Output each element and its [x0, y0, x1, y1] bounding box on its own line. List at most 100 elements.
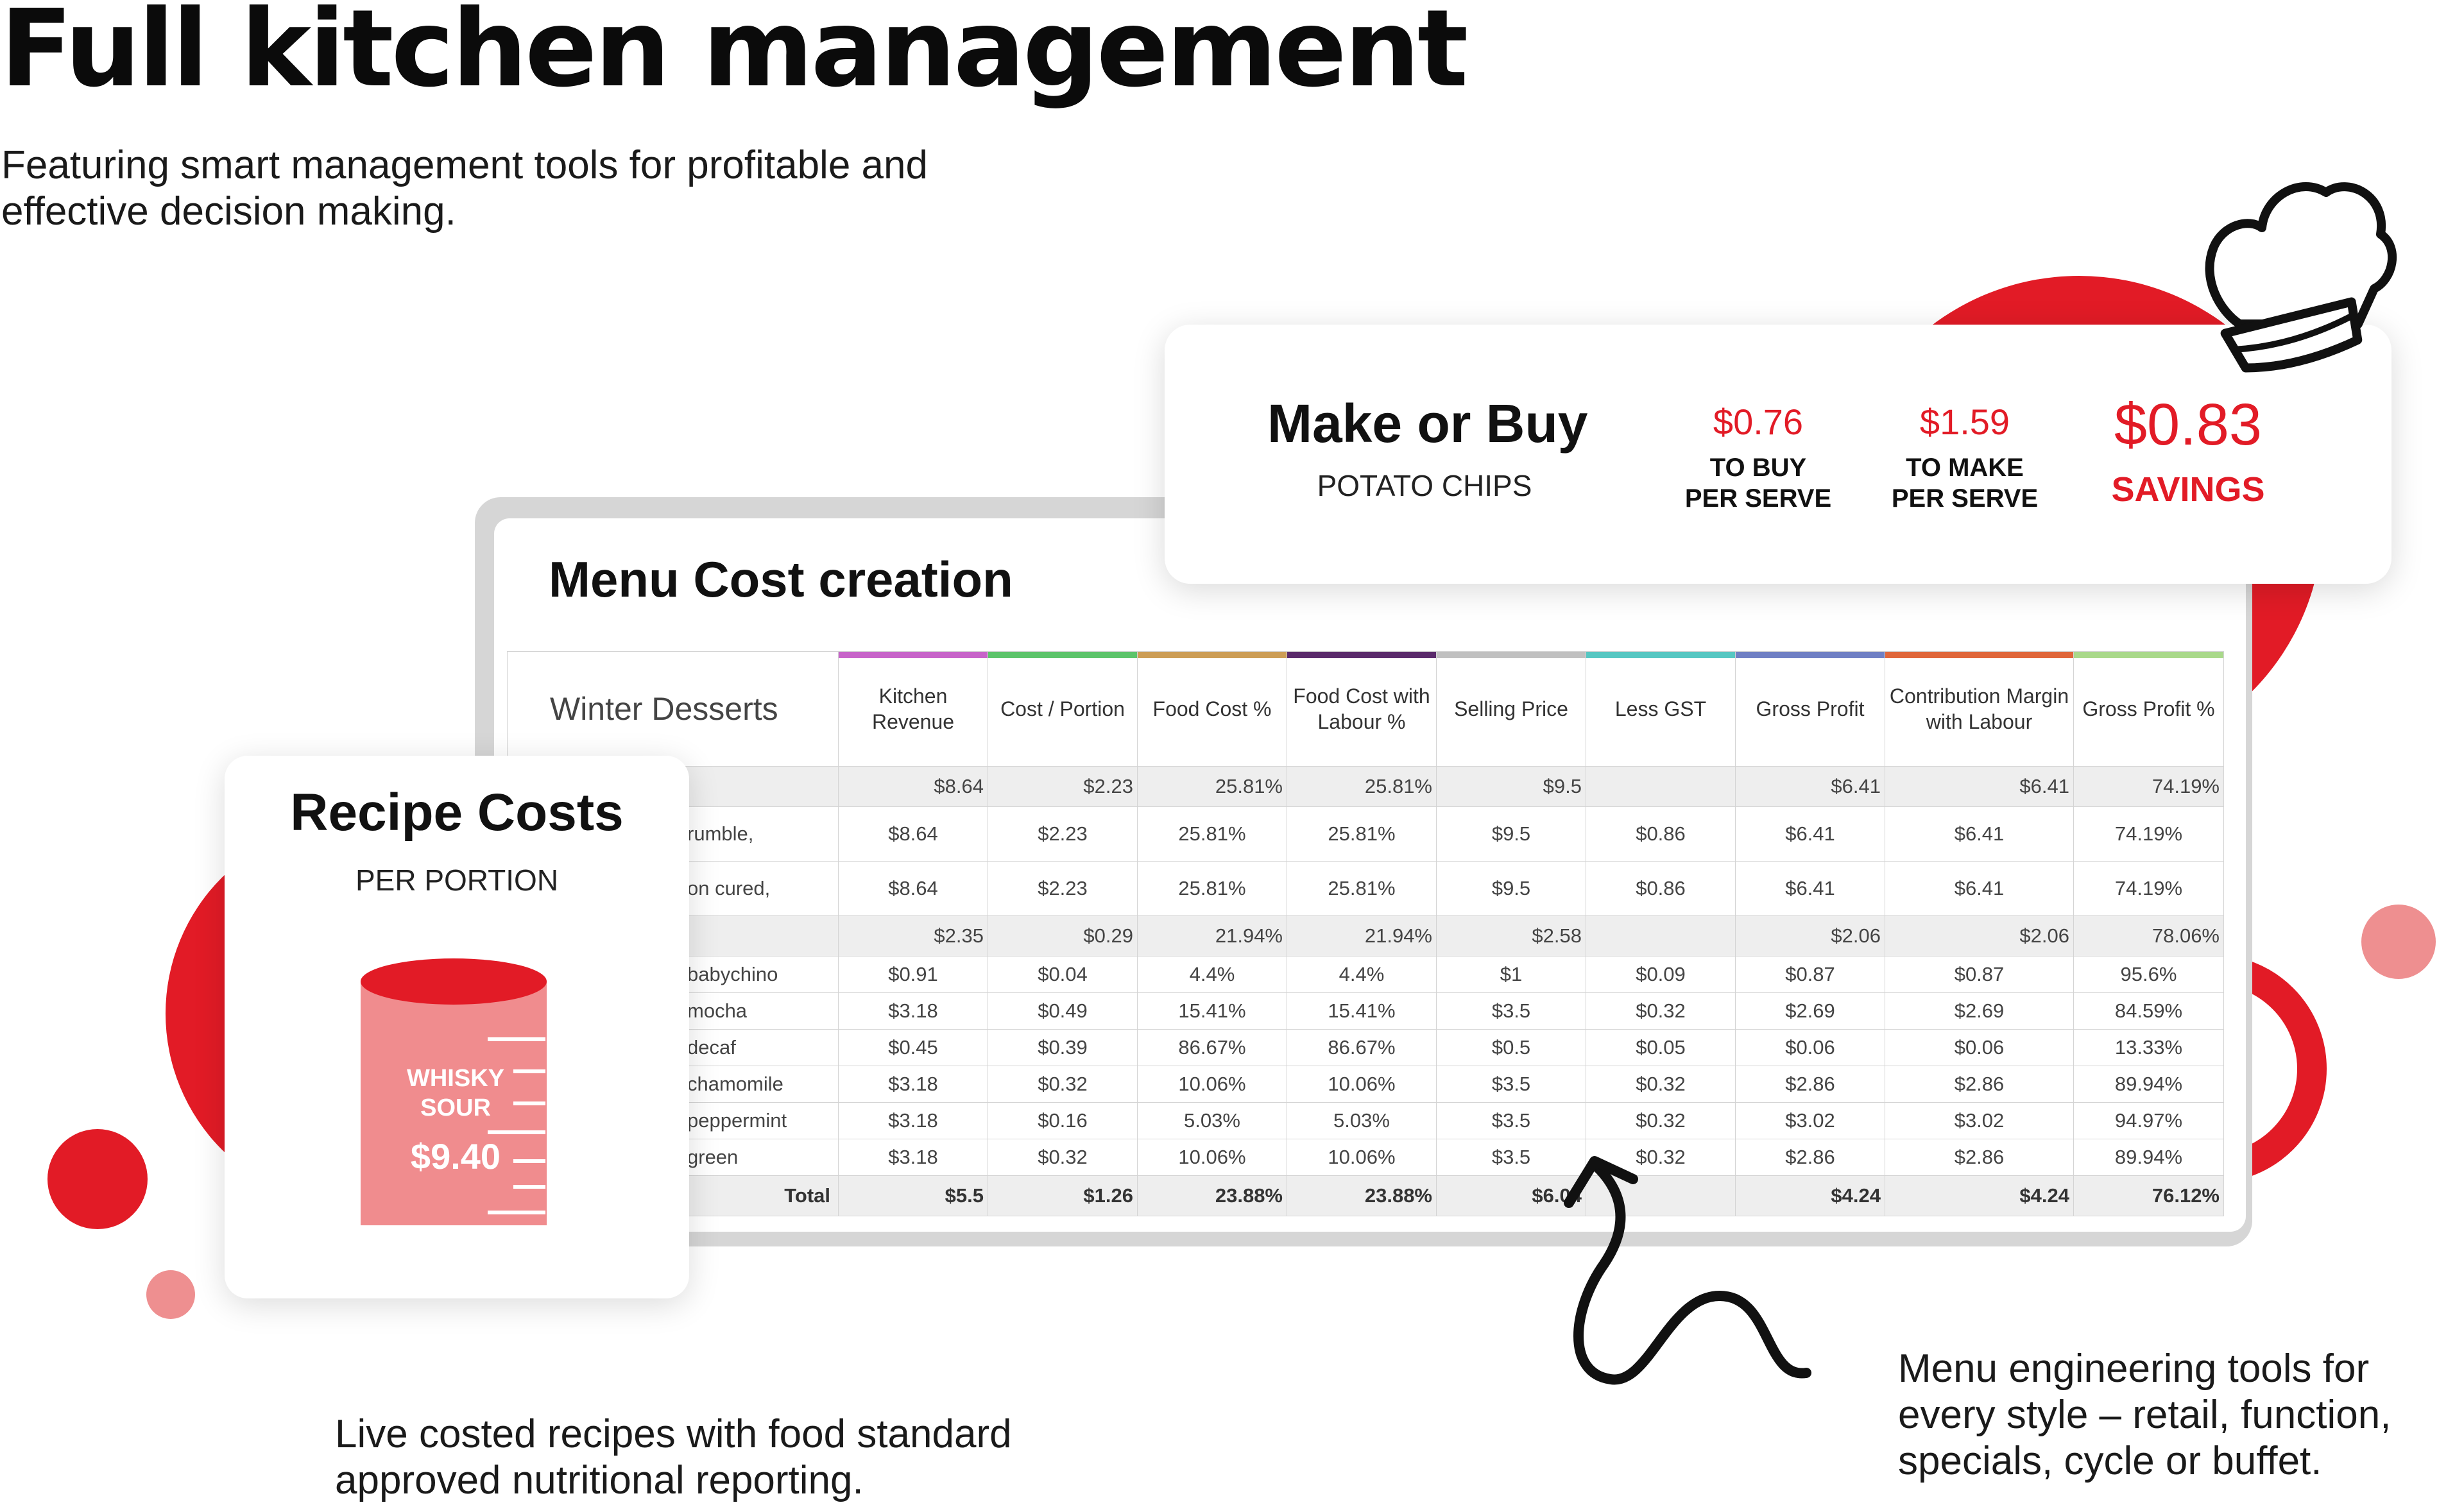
table-cell: $2.35 [838, 915, 988, 957]
table-cell: $2.86 [1885, 1139, 2074, 1176]
table-cell: $0.29 [988, 915, 1138, 957]
column-color-bar [988, 652, 1137, 658]
column-header-label: Food Cost % [1152, 697, 1272, 720]
table-cell: $0.39 [988, 1029, 1138, 1066]
make-or-buy-title: Make or Buy [1267, 393, 1588, 454]
table-total-row: Total $5.5 $1.26 23.88% 23.88% $6.04 $4.24 $4.2… [507, 1175, 2224, 1216]
table-cell: $0.91 [838, 956, 988, 993]
table-cell: 78.06% [2073, 915, 2224, 957]
make-value: $1.59 [1919, 402, 2010, 442]
table-cell: 21.94% [1137, 915, 1287, 957]
column-header: Food Cost with Labour % [1287, 651, 1437, 767]
column-header-label: Less GST [1614, 697, 1707, 720]
decor-circle-pink-small [146, 1270, 195, 1319]
table-cell: $0.86 [1586, 806, 1736, 862]
table-cell: 10.06% [1287, 1139, 1437, 1176]
table-cell: $2.86 [1885, 1066, 2074, 1103]
table-cell: 10.06% [1287, 1066, 1437, 1103]
menu-cost-table: Winter Desserts Kitchen Revenue Cost / Po… [507, 651, 2224, 1216]
table-cell: $4.24 [1885, 1175, 2074, 1216]
table-cell: 74.19% [2073, 806, 2224, 862]
table-cell: 74.19% [2073, 861, 2224, 916]
column-header-label: Cost / Portion [1000, 697, 1125, 720]
table-cell: $8.64 [838, 806, 988, 862]
table-cell: $0.87 [1885, 956, 2074, 993]
column-color-bar [1138, 652, 1287, 658]
table-cell: 25.81% [1137, 806, 1287, 862]
table-cell: $3.5 [1436, 992, 1586, 1030]
menu-cost-title: Menu Cost creation [549, 551, 1013, 608]
column-header: Food Cost % [1137, 651, 1287, 767]
column-header-label: Gross Profit % [2082, 697, 2215, 720]
table-cell: 10.06% [1137, 1066, 1287, 1103]
table-cell: $0.32 [988, 1139, 1138, 1176]
table-cell: $9.5 [1436, 861, 1586, 916]
table-cell: $0.49 [988, 992, 1138, 1030]
table-row: chamomile $3.18 $0.32 10.06% 10.06% $3.5 $0.32… [507, 1066, 2224, 1103]
column-header-label: Kitchen Revenue [871, 684, 955, 733]
table-cell: 21.94% [1287, 915, 1437, 957]
table-cell: $9.5 [1436, 766, 1586, 807]
page-subheadline: Featuring smart management tools for pro… [1, 143, 928, 234]
column-color-bar [1736, 652, 1885, 658]
column-header: Gross Profit [1735, 651, 1885, 767]
table-cell: 25.81% [1287, 861, 1437, 916]
savings-value: $0.83 [2114, 392, 2263, 457]
table-row: decaf $0.45 $0.39 86.67% 86.67% $0.5 $0.05 $0.0… [507, 1029, 2224, 1066]
table-cell: 86.67% [1137, 1029, 1287, 1066]
table-cell: 25.81% [1287, 766, 1437, 807]
recipe-name: WHISKY SOUR [407, 1065, 504, 1121]
column-color-bar [1885, 652, 2073, 658]
table-cell: $3.5 [1436, 1102, 1586, 1139]
table-cell: $3.02 [1735, 1102, 1885, 1139]
make-label: TO MAKE PER SERVE [1891, 454, 2039, 513]
column-header: Selling Price [1436, 651, 1586, 767]
table-cell: 84.59% [2073, 992, 2224, 1030]
table-cell: $6.41 [1735, 766, 1885, 807]
savings-label: SAVINGS [2111, 470, 2265, 509]
caption-left: Live costed recipes with food standard a… [335, 1412, 1012, 1502]
recipe-price: $9.40 [410, 1136, 501, 1177]
table-cell: $6.41 [1885, 806, 2074, 862]
column-color-bar [2074, 652, 2223, 658]
column-header: Contribution Margin with Labour [1885, 651, 2074, 767]
table-cell: $2.06 [1735, 915, 1885, 957]
table-cell: $0.32 [1586, 1066, 1736, 1103]
table-cell: 4.4% [1137, 956, 1287, 993]
table-cell: $8.64 [838, 861, 988, 916]
column-header: Cost / Portion [988, 651, 1138, 767]
table-cell: $2.58 [1436, 915, 1586, 957]
recipe-costs-subtitle: PER PORTION [355, 863, 559, 897]
table-cell: $6.41 [1885, 766, 2074, 807]
table-cell: 15.41% [1137, 992, 1287, 1030]
table-row: on cured, $8.64 $2.23 25.81% 25.81% $9.5 $0.86… [507, 861, 2224, 916]
table-cell: $0.04 [988, 956, 1138, 993]
column-color-bar [1287, 652, 1436, 658]
table-row: mocha $3.18 $0.49 15.41% 15.41% $3.5 $0.32 $2.6… [507, 992, 2224, 1030]
table-cell: $2.86 [1735, 1139, 1885, 1176]
table-row: green $3.18 $0.32 10.06% 10.06% $3.5 $0.32 $2.8… [507, 1139, 2224, 1176]
column-color-bar [1586, 652, 1735, 658]
column-header-label: Gross Profit [1756, 697, 1865, 720]
table-cell: $1.26 [988, 1175, 1138, 1216]
table-cell: 86.67% [1287, 1029, 1437, 1066]
table-cell: $9.5 [1436, 806, 1586, 862]
recipe-costs-title: Recipe Costs [290, 783, 624, 842]
column-header-label: Selling Price [1454, 697, 1568, 720]
table-cell [1586, 915, 1736, 957]
table-cell: 10.06% [1137, 1139, 1287, 1176]
table-cell: 89.94% [2073, 1066, 2224, 1103]
table-cell: $3.18 [838, 1102, 988, 1139]
table-cell: $2.23 [988, 766, 1138, 807]
table-cell: $3.02 [1885, 1102, 2074, 1139]
table-cell: 23.88% [1137, 1175, 1287, 1216]
table-cell: $0.32 [1586, 1139, 1736, 1176]
table-cell: $8.64 [838, 766, 988, 807]
table-cell: $2.06 [1885, 915, 2074, 957]
table-cell: 23.88% [1287, 1175, 1437, 1216]
table-cell: 25.81% [1137, 861, 1287, 916]
table-cell: $6.41 [1735, 861, 1885, 916]
column-header-label: Food Cost with Labour % [1293, 684, 1430, 733]
table-cell: 94.97% [2073, 1102, 2224, 1139]
table-cell: $0.05 [1586, 1029, 1736, 1066]
